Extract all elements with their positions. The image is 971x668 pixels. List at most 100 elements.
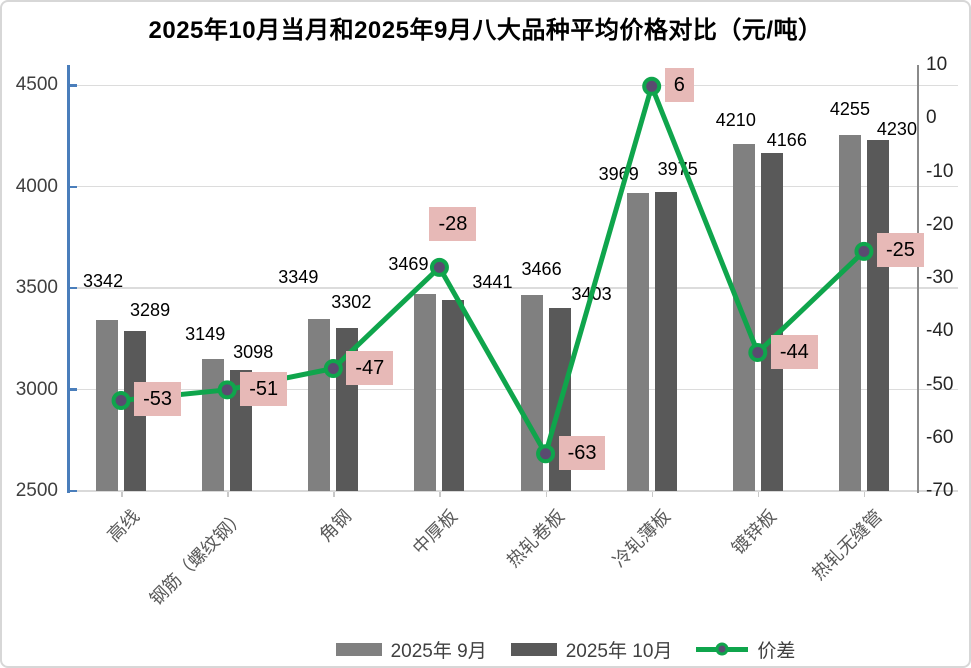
category-label: 冷轧薄板	[608, 506, 674, 572]
secondary-axis-tick-label: -20	[926, 213, 954, 235]
bar-value-label-september: 3349	[278, 266, 319, 287]
category-axis-tick	[863, 492, 866, 497]
secondary-axis-tick-label: -70	[926, 480, 954, 501]
legend-dot-icon	[715, 642, 729, 656]
diff-point-marker	[642, 76, 662, 96]
gridline	[68, 489, 958, 493]
bar-value-label-september: 3469	[388, 254, 429, 275]
bar-value-label-october: 3289	[130, 299, 171, 320]
diff-point-marker	[323, 359, 343, 379]
bar-september	[838, 134, 861, 491]
secondary-axis-tick-label: 10	[926, 54, 948, 75]
primary-axis-tick	[67, 388, 77, 391]
bar-october	[548, 307, 571, 491]
diff-value-label: -28	[429, 207, 477, 242]
category-label: 热轧无缝管	[808, 506, 887, 584]
primary-axis-tick-label: 2500	[15, 480, 58, 501]
legend-item-diff: 价差	[696, 636, 795, 663]
legend-label-diff: 价差	[757, 640, 796, 662]
category-axis-tick	[651, 492, 654, 497]
diff-point-marker	[854, 241, 874, 261]
diff-value-label: 6	[664, 68, 694, 103]
bar-value-label-september: 4210	[715, 110, 756, 131]
bar-september	[732, 144, 755, 491]
gridline	[68, 388, 958, 391]
diff-value-label: -47	[346, 350, 394, 385]
diff-point-marker	[748, 343, 768, 363]
category-axis-tick	[227, 492, 229, 497]
diff-value-label: -63	[558, 435, 606, 470]
primary-axis-tick	[67, 185, 77, 188]
diff-point-marker	[111, 390, 131, 410]
diff-point-marker	[536, 444, 556, 464]
diff-value-label: -53	[134, 382, 181, 417]
diff-value-label: -25	[876, 233, 924, 268]
chart-title: 2025年10月当月和2025年9月八大品种平均价格对比（元/吨）	[148, 17, 823, 44]
bar-september	[414, 294, 437, 491]
secondary-axis-line	[917, 65, 919, 493]
bar-value-label-october: 3975	[657, 158, 698, 179]
primary-axis-tick-label: 3500	[15, 277, 58, 299]
legend-item-sep: 2025年 9月	[335, 636, 487, 663]
category-label: 高线	[103, 506, 144, 546]
category-label: 角钢	[315, 506, 356, 546]
category-label: 钢筋（螺纹钢）	[146, 506, 250, 610]
bar-september	[202, 359, 225, 491]
category-axis-tick	[545, 492, 548, 497]
primary-axis-tick	[67, 489, 77, 493]
bar-october	[124, 330, 147, 491]
secondary-axis-tick-label: -30	[926, 267, 954, 288]
gridline	[68, 84, 958, 87]
bar-value-label-september: 3969	[598, 164, 639, 184]
category-label: 中厚板	[409, 506, 462, 559]
legend-swatch-september-icon	[335, 642, 382, 656]
category-axis-tick	[757, 492, 760, 497]
primary-axis-tick	[67, 84, 77, 87]
bar-value-label-september: 4255	[829, 98, 870, 119]
secondary-axis-tick-label: -50	[926, 373, 954, 395]
bar-value-label-october: 3302	[331, 292, 372, 313]
legend-line-marker-icon	[696, 639, 749, 660]
secondary-axis-tick-label: 0	[926, 107, 937, 129]
legend-label-october: 2025年 10月	[565, 640, 673, 662]
diff-value-label: -51	[240, 371, 288, 406]
diff-point-marker	[217, 380, 237, 400]
bar-value-label-october: 3098	[233, 341, 274, 362]
bar-value-label-october: 3403	[571, 283, 612, 304]
legend: 2025年 9月 2025年 10月 价差	[162, 635, 969, 663]
bar-october	[442, 300, 465, 491]
gridline	[68, 287, 958, 289]
primary-axis-tick	[67, 286, 77, 290]
primary-axis-tick-label: 4000	[15, 175, 58, 197]
category-axis-tick	[439, 492, 441, 497]
secondary-axis-tick-label: -40	[926, 320, 954, 342]
bar-october	[654, 191, 677, 491]
bar-september	[308, 318, 331, 491]
bar-value-label-october: 4230	[876, 119, 917, 140]
bar-value-label-september: 3466	[521, 259, 562, 280]
bar-october	[866, 140, 889, 491]
category-axis-tick	[333, 492, 335, 497]
bar-september	[626, 193, 649, 491]
diff-line	[118, 83, 867, 457]
diff-value-label: -44	[770, 334, 818, 369]
bar-value-label-october: 3441	[472, 272, 513, 293]
primary-axis-line	[67, 65, 70, 493]
bar-value-label-october: 4166	[766, 130, 807, 151]
gridline	[68, 185, 958, 188]
bar-september	[520, 295, 543, 491]
bar-october	[230, 369, 253, 491]
bar-october	[336, 328, 359, 491]
category-label: 热轧卷板	[502, 506, 568, 572]
secondary-axis-tick-label: -10	[926, 160, 954, 182]
legend-label-september: 2025年 9月	[390, 640, 487, 662]
bar-october	[760, 153, 783, 491]
legend-swatch-october-icon	[510, 642, 557, 656]
secondary-axis-tick-label: -60	[926, 426, 954, 448]
